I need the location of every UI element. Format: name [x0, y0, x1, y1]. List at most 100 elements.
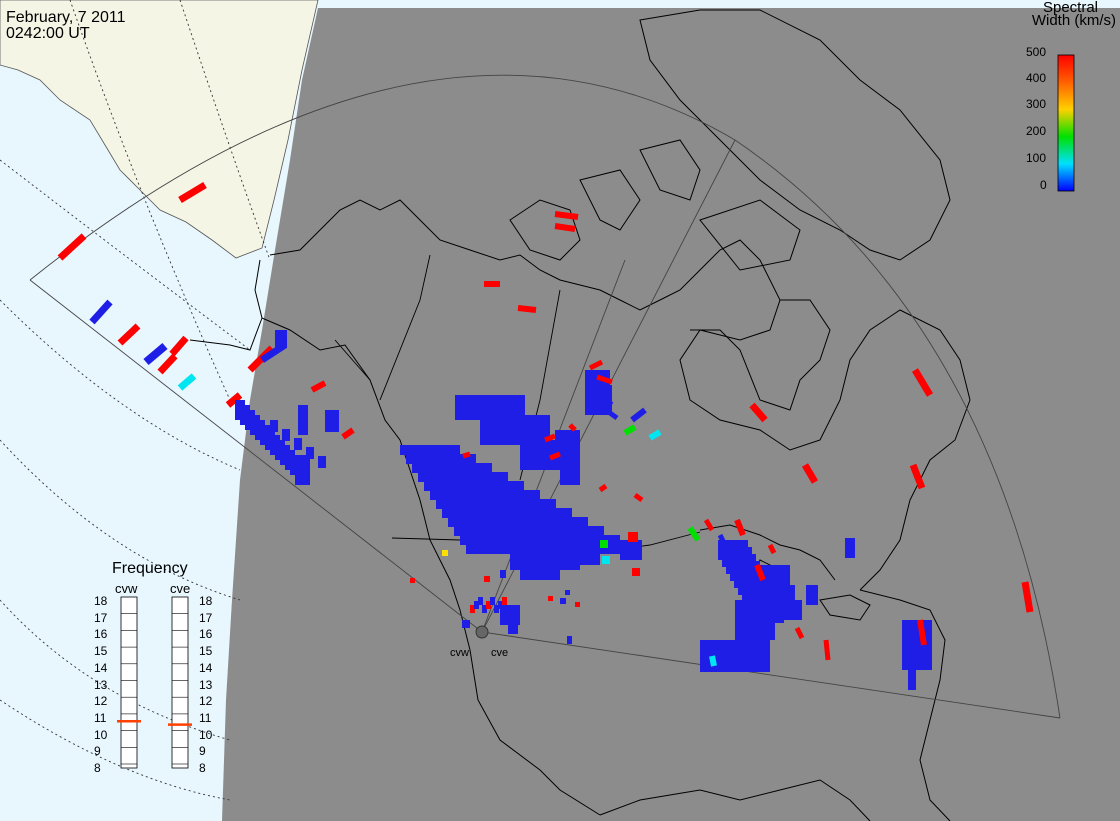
echo-cell — [567, 636, 572, 644]
echo-cell — [687, 526, 701, 542]
frequency-scale-tick: 13 — [199, 677, 213, 692]
echo-cell — [117, 323, 141, 346]
echo-cell — [908, 665, 916, 690]
echo-cell — [549, 451, 561, 461]
echo-cell — [623, 424, 637, 436]
echo-cell — [560, 598, 566, 604]
colorbar-scale — [1057, 54, 1075, 192]
echo-cell — [608, 410, 619, 421]
echo-cell — [806, 585, 818, 605]
echo-cell — [548, 596, 553, 601]
frequency-scale-tick: 8 — [94, 761, 101, 775]
echo-cell — [735, 600, 775, 640]
echo-cell — [494, 605, 499, 613]
colorbar-title-line1: Spectral — [1042, 0, 1098, 16]
echo-cell — [500, 570, 506, 578]
echo-cell — [703, 518, 715, 532]
echo-cell — [595, 395, 614, 408]
frequency-scale-tick: 17 — [199, 610, 213, 625]
echo-cell — [580, 540, 600, 565]
echo-cell — [598, 483, 608, 493]
echo-cell — [482, 605, 487, 613]
colorbar-tick-300: 300 — [1026, 97, 1047, 111]
frequency-scale-tick: 15 — [94, 644, 108, 659]
echo-cell — [490, 597, 495, 605]
echo-cell — [717, 533, 728, 547]
echo-cell — [767, 543, 777, 555]
frequency-box-cvw — [120, 596, 138, 769]
echo-cell — [406, 454, 476, 464]
echo-cell — [502, 597, 507, 605]
time-label: 0242:00 UT — [6, 25, 90, 42]
echo-cell — [157, 353, 178, 375]
colorbar-tick-500: 500 — [1026, 45, 1047, 59]
daylight-land — [0, 0, 319, 259]
radar-echoes — [57, 181, 1034, 690]
frequency-scale-tick: 15 — [199, 644, 213, 659]
echo-cell — [275, 330, 287, 348]
frequency-scale-tick: 14 — [199, 660, 213, 675]
echo-cell — [790, 600, 802, 620]
frequency-scale-tick: 10 — [199, 727, 213, 742]
echo-cell — [341, 427, 355, 440]
frequency-scale-tick: 10 — [94, 727, 108, 742]
echo-cell — [474, 601, 479, 609]
echo-cell — [633, 492, 644, 503]
graticule — [0, 0, 271, 801]
echo-cell — [418, 472, 508, 482]
echo-cell — [754, 563, 766, 582]
echo-cell — [600, 540, 608, 548]
radar-site-marker — [475, 625, 489, 639]
echo-cell — [845, 538, 855, 558]
frequency-scale-tick: 11 — [94, 710, 107, 725]
echo-cell — [588, 359, 604, 371]
echo-cell — [628, 532, 638, 542]
frequency-radar-cvw: cvw — [115, 581, 138, 596]
echo-cell — [177, 373, 197, 391]
colorbar-tick-100: 100 — [1026, 151, 1047, 165]
echo-cell — [57, 233, 87, 261]
frequency-scale-tick: 17 — [94, 610, 108, 625]
echo-cell — [801, 463, 819, 484]
station-label-cve: cve — [491, 647, 509, 659]
echo-cell — [823, 639, 831, 661]
colorbar-tick-0: 0 — [1040, 178, 1047, 192]
echo-cell — [410, 578, 415, 583]
echo-cell — [909, 463, 926, 490]
echo-cell — [554, 211, 579, 220]
echo-cell — [568, 423, 577, 432]
echo-cell — [602, 556, 610, 564]
frequency-scale-tick: 14 — [94, 660, 108, 675]
echo-cell — [470, 605, 475, 613]
echo-cell — [560, 455, 580, 485]
echo-cell — [648, 429, 662, 441]
echo-cell — [310, 380, 327, 393]
colorbar-tick-400: 400 — [1026, 71, 1047, 85]
echo-cell — [462, 620, 470, 628]
frequency-radar-cve: cve — [170, 581, 191, 596]
echo-cell — [709, 655, 717, 667]
echo-cell — [247, 345, 275, 373]
echo-cell — [143, 342, 168, 366]
frequency-scale-tick: 12 — [199, 694, 213, 709]
frequency-scale-tick: 8 — [199, 761, 206, 775]
frequency-box-cve — [171, 596, 189, 769]
echo-cell — [294, 438, 302, 450]
echo-cell — [794, 626, 805, 640]
echo-cell — [89, 299, 113, 325]
frequency-boxes — [117, 596, 192, 769]
echo-cell — [902, 620, 932, 670]
echo-cell — [517, 305, 537, 313]
echo-cell — [544, 433, 556, 443]
echo-cell — [295, 470, 305, 485]
echo-cell — [1021, 581, 1034, 613]
frequency-scale-tick: 11 — [199, 710, 212, 725]
echo-cell — [169, 335, 189, 357]
echo-cell — [225, 392, 243, 408]
colorbar-tick-200: 200 — [1026, 124, 1047, 138]
echo-cell — [442, 508, 572, 518]
colorbar-title-line2: Width (km/s) — [1031, 12, 1116, 29]
echo-cell — [620, 540, 642, 560]
